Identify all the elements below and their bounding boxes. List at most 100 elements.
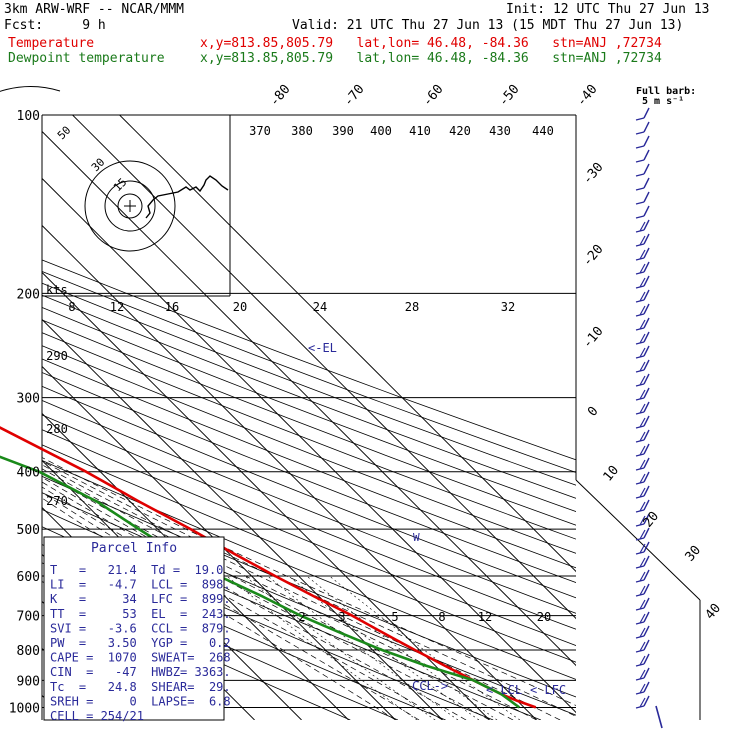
wind-barb-flag2 bbox=[639, 319, 646, 330]
pressure-tick-label: 200 bbox=[17, 287, 40, 302]
dry-adiabat bbox=[42, 414, 576, 630]
mixing-ratio-line bbox=[329, 575, 521, 720]
dry-adiabat bbox=[42, 385, 576, 599]
wind-barb-flag bbox=[643, 415, 650, 427]
dry-adiabat bbox=[42, 459, 576, 680]
parcel-info-row: SREH = 0 LAPSE= 6.8 bbox=[50, 694, 231, 708]
wind-barb-flag bbox=[643, 611, 650, 623]
dry-adiabat bbox=[42, 294, 576, 499]
wind-barb-flag2 bbox=[639, 221, 646, 232]
pressure-tick-label: 1000 bbox=[9, 701, 40, 716]
wind-barb-flag2 bbox=[639, 403, 646, 414]
wind-barb-flag bbox=[643, 149, 650, 161]
wind-barb-flag bbox=[643, 345, 650, 357]
pressure-tick-label: 500 bbox=[17, 523, 40, 538]
wind-barb-flag bbox=[643, 471, 650, 483]
mixing-ratio-label: 20 bbox=[537, 610, 551, 624]
isotherm-tick-label: -20 bbox=[580, 242, 607, 270]
mixing-ratio-line bbox=[306, 575, 498, 720]
wind-barb-flag2 bbox=[639, 557, 646, 568]
mixing-ratio-line bbox=[226, 575, 418, 720]
parcel-info-row: Tc = 24.8 SHEAR= 29. bbox=[50, 680, 231, 694]
isotherm-line bbox=[42, 177, 576, 714]
parcel-info-row: SVI = -3.6 CCL = 879. bbox=[50, 621, 231, 635]
wind-barb-staff bbox=[635, 159, 645, 163]
wind-barb-staff bbox=[635, 187, 645, 191]
mixing-ratio-line bbox=[288, 575, 480, 720]
wind-barb-flag bbox=[643, 667, 650, 679]
dry-adiabat bbox=[42, 282, 576, 486]
wind-barb-flag bbox=[643, 107, 650, 119]
wind-legend-line1: Full barb: bbox=[636, 86, 696, 97]
hodo-ring bbox=[117, 193, 143, 219]
el-annotation: <-EL bbox=[308, 341, 337, 355]
wind-barb-staff bbox=[635, 173, 645, 177]
wind-marker: W bbox=[413, 531, 420, 544]
wind-barb-staff bbox=[635, 131, 645, 135]
theta-label: 420 bbox=[449, 124, 471, 138]
isotherm-tick-label: -30 bbox=[580, 160, 607, 188]
wind-barb-flag2 bbox=[639, 389, 646, 400]
mixing-ratio-label: 12 bbox=[478, 610, 492, 624]
hodo-speed-label: 8 bbox=[68, 300, 75, 314]
wind-barb-flag bbox=[643, 457, 650, 469]
dry-adiabat bbox=[42, 429, 576, 646]
wind-barb-flag bbox=[643, 373, 650, 385]
temperature-line bbox=[0, 426, 537, 709]
wind-barb-flag2 bbox=[639, 599, 646, 610]
parcel-info-title: Parcel Info bbox=[91, 541, 177, 556]
valid-time: Valid: 21 UTC Thu 27 Jun 13 (15 MDT Thu … bbox=[292, 18, 684, 33]
moist-adiabat bbox=[42, 457, 576, 706]
hodo-ring bbox=[104, 180, 156, 232]
dewpoint-location: x,y=813.85,805.79 lat,lon= 46.48, -84.36… bbox=[200, 51, 662, 66]
wind-barb-flag2 bbox=[639, 613, 646, 624]
wind-barb-flag bbox=[643, 639, 650, 651]
wind-barb-flag bbox=[643, 499, 650, 511]
dewpoint-line bbox=[0, 455, 521, 709]
wind-barb-flag bbox=[643, 569, 650, 581]
hodo-speed-label: 28 bbox=[405, 300, 419, 314]
pressure-tick-label: 900 bbox=[17, 674, 40, 689]
dry-adiabat bbox=[42, 345, 576, 554]
wind-barb-flag bbox=[643, 541, 650, 553]
wind-barb-flag2 bbox=[639, 445, 646, 456]
wind-barb-staff bbox=[635, 215, 645, 219]
wind-barb-flag bbox=[643, 359, 650, 371]
wind-barb-flag bbox=[643, 205, 650, 217]
wind-barb-flag bbox=[643, 135, 650, 147]
wind-barb-flag2 bbox=[639, 543, 646, 554]
wind-barb-flag bbox=[643, 597, 650, 609]
dry-adiabat bbox=[42, 372, 576, 584]
wind-barb-flag bbox=[643, 429, 650, 441]
moist-adiabat bbox=[42, 486, 443, 720]
wind-barb-flag2 bbox=[639, 263, 646, 274]
wind-barb-flag bbox=[643, 303, 650, 315]
isotherm-line bbox=[42, 318, 443, 720]
wind-barb-flag2 bbox=[639, 669, 646, 680]
dry-adiabat bbox=[42, 400, 576, 614]
wind-barb-flag bbox=[643, 219, 650, 231]
dry-adiabat bbox=[42, 475, 576, 698]
lcl-annotation: < LCL bbox=[486, 683, 522, 697]
isotherm-tick-label: -40 bbox=[574, 82, 601, 110]
isotherm-tick-label: -80 bbox=[267, 82, 294, 110]
forecast-hour: Fcst: 9 h bbox=[4, 18, 106, 33]
parcel-info-box: Parcel Info T = 21.4 Td = 19.0LI = -4.7 L… bbox=[43, 536, 231, 723]
temperature-location: x,y=813.85,805.79 lat,lon= 46.48, -84.36… bbox=[200, 36, 662, 51]
wind-barb-flag2 bbox=[639, 333, 646, 344]
isotherm-tick-label: -50 bbox=[496, 82, 523, 110]
wind-barb-flag2 bbox=[639, 291, 646, 302]
dry-adiabat bbox=[42, 271, 576, 473]
isotherm-tick-label: 30 bbox=[683, 543, 705, 565]
wind-barb-flag2 bbox=[639, 249, 646, 260]
wind-barb-flag2 bbox=[639, 571, 646, 582]
sounding-series: <-EL CCL-> < LCL < LFC W bbox=[0, 341, 566, 709]
isotherm-line bbox=[42, 130, 576, 667]
wind-barb-flag bbox=[643, 331, 650, 343]
moist-adiabat bbox=[42, 464, 561, 720]
parcel-info-row: LI = -4.7 LCL = 898. bbox=[50, 578, 231, 592]
wind-barb-flag2 bbox=[639, 235, 646, 246]
wind-barb-flag2 bbox=[639, 375, 646, 386]
hodo-ring bbox=[84, 160, 176, 252]
